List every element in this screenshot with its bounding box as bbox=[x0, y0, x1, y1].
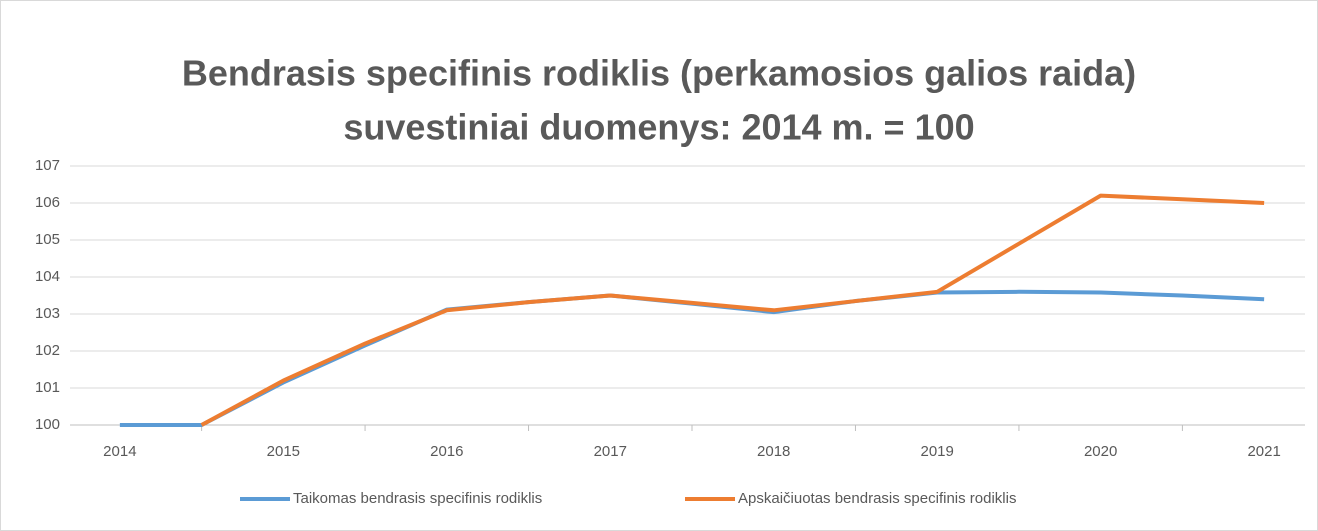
x-tick-label: 2021 bbox=[1247, 443, 1280, 460]
x-tick-label: 2017 bbox=[594, 443, 627, 460]
y-tick-label: 104 bbox=[35, 268, 60, 285]
x-tick-label: 2014 bbox=[103, 443, 136, 460]
legend-label: Taikomas bendrasis specifinis rodiklis bbox=[293, 490, 542, 507]
y-tick-label: 103 bbox=[35, 305, 60, 322]
chart-title: Bendrasis specifinis rodiklis (perkamosi… bbox=[182, 53, 1136, 94]
y-tick-label: 101 bbox=[35, 379, 60, 396]
x-tick-label: 2015 bbox=[267, 443, 300, 460]
chart-title: suvestiniai duomenys: 2014 m. = 100 bbox=[343, 107, 974, 148]
x-tick-label: 2019 bbox=[921, 443, 954, 460]
x-tick-label: 2020 bbox=[1084, 443, 1117, 460]
y-tick-label: 107 bbox=[35, 157, 60, 174]
y-tick-label: 102 bbox=[35, 342, 60, 359]
x-tick-label: 2016 bbox=[430, 443, 463, 460]
y-tick-label: 100 bbox=[35, 416, 60, 433]
series-line bbox=[200, 193, 1265, 427]
x-tick-label: 2018 bbox=[757, 443, 790, 460]
legend-label: Apskaičiuotas bendrasis specifinis rodik… bbox=[738, 490, 1016, 507]
y-tick-label: 106 bbox=[35, 194, 60, 211]
y-tick-label: 105 bbox=[35, 231, 60, 248]
